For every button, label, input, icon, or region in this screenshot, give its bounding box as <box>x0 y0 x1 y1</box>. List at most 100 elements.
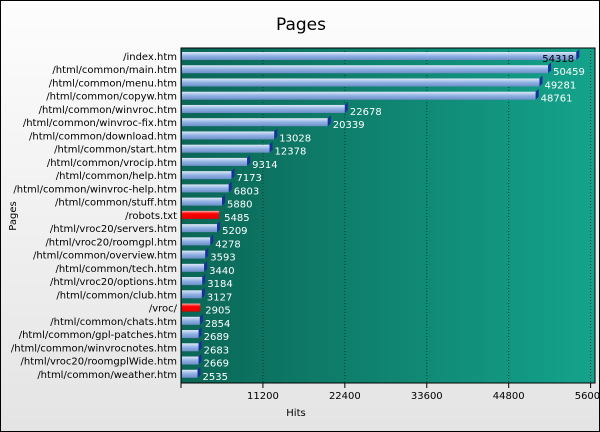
bar-group: 13028 <box>182 128 311 144</box>
bar <box>182 290 202 299</box>
data-label: 7173 <box>236 173 261 184</box>
data-label: 2854 <box>205 319 230 330</box>
data-label: 3593 <box>210 253 235 264</box>
bar-group: 7173 <box>182 168 262 184</box>
data-label: 2683 <box>204 345 229 356</box>
data-label: 5209 <box>222 226 247 237</box>
bar <box>182 52 577 60</box>
bar-end-cap <box>198 340 202 352</box>
bar <box>182 250 206 259</box>
category-label: /html/common/winvrocnotes.htm <box>11 343 177 354</box>
bar-end-cap <box>247 154 251 166</box>
data-label: 2669 <box>204 359 229 370</box>
bar-end-cap <box>576 49 580 60</box>
bar <box>182 65 549 74</box>
data-label: 50459 <box>553 67 585 78</box>
bar <box>182 369 198 378</box>
bar-highlighted <box>182 210 220 219</box>
bar-group: 48761 <box>182 88 572 105</box>
data-label: 12378 <box>275 147 307 158</box>
bar-end-cap <box>198 353 202 365</box>
data-label: 2689 <box>204 332 229 343</box>
category-label: /html/vroc20/roomgplWide.htm <box>20 357 177 368</box>
bar-group: 54318 <box>182 49 580 65</box>
bar-group: 5485 <box>182 210 250 224</box>
category-label: /robots.txt <box>125 211 177 222</box>
category-label: /html/common/menu.htm <box>49 78 177 89</box>
data-label: 2535 <box>203 372 228 383</box>
bar-group: 2689 <box>182 327 229 343</box>
bar <box>182 184 229 193</box>
category-label: /html/common/club.htm <box>56 290 177 301</box>
bar-end-cap <box>344 101 348 113</box>
bar-group: 22678 <box>182 101 382 118</box>
bar <box>182 197 223 206</box>
bar-group: 5209 <box>182 221 248 237</box>
bar-group: 4278 <box>182 234 241 250</box>
bar <box>182 263 205 272</box>
category-label: /html/common/vrocip.htm <box>47 158 177 169</box>
bar <box>182 237 211 246</box>
data-label: 5485 <box>224 213 249 224</box>
bar-end-cap <box>217 221 221 233</box>
bar-end-cap <box>210 234 214 246</box>
bar-end-cap <box>269 141 273 153</box>
data-label: 9314 <box>252 160 277 171</box>
x-tick-label: 33600 <box>411 391 443 402</box>
bar-group: 50459 <box>182 62 585 78</box>
bar-end-cap <box>274 128 278 140</box>
data-label: 22678 <box>350 107 382 118</box>
category-label: /html/common/download.htm <box>29 131 177 142</box>
bar-end-cap <box>327 115 331 127</box>
bar <box>182 78 540 87</box>
y-axis-label: Pages <box>8 201 19 230</box>
bar <box>182 131 275 140</box>
category-label: /html/common/main.htm <box>52 65 177 76</box>
x-tick-label: 56000 <box>575 391 600 402</box>
bar-group: 2854 <box>182 313 230 330</box>
category-label: /html/common/weather.htm <box>37 370 177 381</box>
plot-area <box>180 47 596 384</box>
data-label: 49281 <box>544 80 576 91</box>
bar-end-cap <box>548 62 552 74</box>
bar-group: 3184 <box>182 274 233 290</box>
bar-end-cap <box>197 366 201 378</box>
bar-group: 2683 <box>182 340 229 356</box>
bar-group: 3593 <box>182 247 236 264</box>
bar <box>182 356 199 365</box>
bar <box>182 277 203 286</box>
category-label: /html/common/winvroc-help.htm <box>13 184 177 195</box>
data-label: 3184 <box>207 279 232 290</box>
bar-group: 49281 <box>182 75 576 91</box>
category-label: /html/common/winvroc.htm <box>39 105 177 116</box>
bar-end-cap <box>228 181 232 193</box>
bar <box>182 118 328 127</box>
bar-group: 12378 <box>182 141 307 158</box>
data-label: 4278 <box>215 239 240 250</box>
bar <box>182 171 232 180</box>
bar <box>182 343 199 352</box>
bar-end-cap <box>231 168 235 180</box>
category-label: /html/common/help.htm <box>56 171 177 182</box>
bar-group: 5880 <box>182 194 252 211</box>
bar <box>182 316 200 325</box>
bar-group: 9314 <box>182 154 278 171</box>
category-label: /html/common/tech.htm <box>55 264 177 275</box>
bar <box>182 224 218 233</box>
category-label: /html/common/gpl-patches.htm <box>19 330 177 341</box>
bar-end-cap <box>199 313 203 325</box>
data-label: 20339 <box>333 120 365 131</box>
data-label: 5880 <box>227 200 252 211</box>
bar <box>182 144 270 153</box>
bar <box>182 157 248 166</box>
bar-end-cap <box>205 247 209 259</box>
x-tick-label: 44800 <box>493 391 525 402</box>
category-label: /html/common/copyw.htm <box>46 92 177 103</box>
bar-group: 6803 <box>182 181 259 197</box>
x-axis-label: Hits <box>286 408 305 419</box>
category-label: /vroc/ <box>149 304 178 315</box>
data-label: 54318 <box>542 54 574 65</box>
bar-end-cap <box>539 75 543 87</box>
x-tick-label: 11200 <box>247 391 279 402</box>
